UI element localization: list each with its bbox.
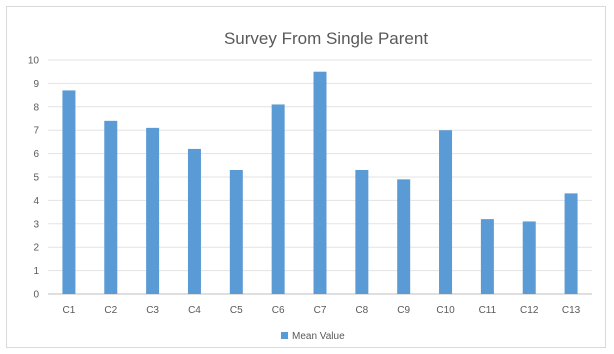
y-tick-label: 5	[33, 173, 39, 184]
bar-c2	[104, 120, 118, 294]
bar-c5	[229, 169, 243, 294]
x-tick-label: C12	[520, 305, 539, 316]
bars	[62, 71, 578, 295]
bar-c6	[271, 104, 285, 295]
x-tick-label: C10	[436, 305, 455, 316]
bar-c11	[480, 219, 494, 294]
x-tick-label: C2	[104, 305, 117, 316]
y-tick-label: 9	[33, 79, 39, 90]
legend-swatch-mean-value	[281, 332, 288, 339]
bar-c12	[522, 221, 536, 294]
bar-c9	[397, 179, 411, 294]
y-tick-label: 6	[33, 149, 39, 160]
x-axis-ticks: C1 C2 C3 C4 C5 C6 C7 C8 C9 C10 C11 C12 C13	[63, 305, 581, 316]
bar-c10	[439, 130, 453, 294]
y-tick-label: 8	[33, 102, 39, 113]
x-tick-label: C13	[562, 305, 581, 316]
bar-c8	[355, 169, 369, 294]
y-tick-label: 0	[33, 290, 39, 301]
y-tick-label: 1	[33, 266, 39, 277]
x-tick-label: C5	[230, 305, 243, 316]
bar-c4	[187, 148, 201, 294]
bar-c7	[313, 71, 327, 294]
x-tick-label: C8	[355, 305, 368, 316]
chart-title: Survey From Single Parent	[224, 29, 428, 48]
y-tick-label: 10	[28, 56, 40, 67]
x-tick-label: C3	[146, 305, 159, 316]
x-tick-label: C11	[479, 305, 497, 316]
x-tick-label: C7	[314, 305, 327, 316]
bar-c1	[62, 90, 76, 294]
x-tick-label: C6	[272, 305, 285, 316]
y-tick-label: 3	[33, 219, 39, 230]
bar-c13	[564, 193, 578, 294]
bar-c3	[146, 127, 160, 294]
y-tick-label: 7	[33, 126, 39, 137]
x-tick-label: C9	[397, 305, 410, 316]
x-tick-label: C1	[63, 305, 76, 316]
legend-label-mean-value: Mean Value	[292, 331, 345, 342]
x-tick-label: C4	[188, 305, 201, 316]
y-axis-ticks: 0 1 2 3 4 5 6 7 8 9 10	[28, 56, 40, 301]
y-tick-label: 4	[33, 196, 39, 207]
y-tick-label: 2	[33, 243, 39, 254]
legend: Mean Value	[281, 331, 345, 342]
